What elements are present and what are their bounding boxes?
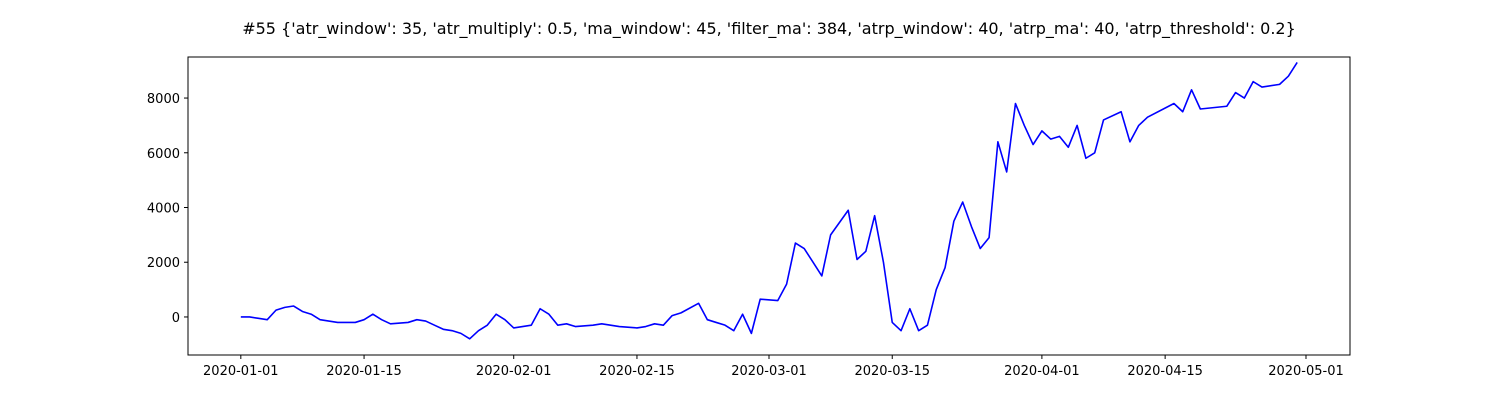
chart-title: #55 {'atr_window': 35, 'atr_multiply': 0… — [242, 19, 1296, 39]
x-tick-label: 2020-01-15 — [326, 364, 402, 379]
y-tick-label: 8000 — [147, 92, 180, 107]
y-tick-label: 2000 — [147, 256, 180, 271]
x-tick-label: 2020-03-01 — [731, 364, 807, 379]
y-tick-label: 0 — [172, 311, 180, 326]
x-tick-label: 2020-02-01 — [476, 364, 552, 379]
y-tick-label: 6000 — [147, 147, 180, 162]
x-tick-label: 2020-02-15 — [599, 364, 675, 379]
line-series — [240, 62, 1298, 340]
x-tick-label: 2020-01-01 — [203, 364, 279, 379]
axes-frame — [187, 56, 1351, 356]
x-tick-label: 2020-03-15 — [854, 364, 930, 379]
y-tick-label: 4000 — [147, 202, 180, 217]
x-tick-label: 2020-04-15 — [1127, 364, 1203, 379]
x-tick-label: 2020-05-01 — [1268, 364, 1344, 379]
x-tick-label: 2020-04-01 — [1004, 364, 1080, 379]
